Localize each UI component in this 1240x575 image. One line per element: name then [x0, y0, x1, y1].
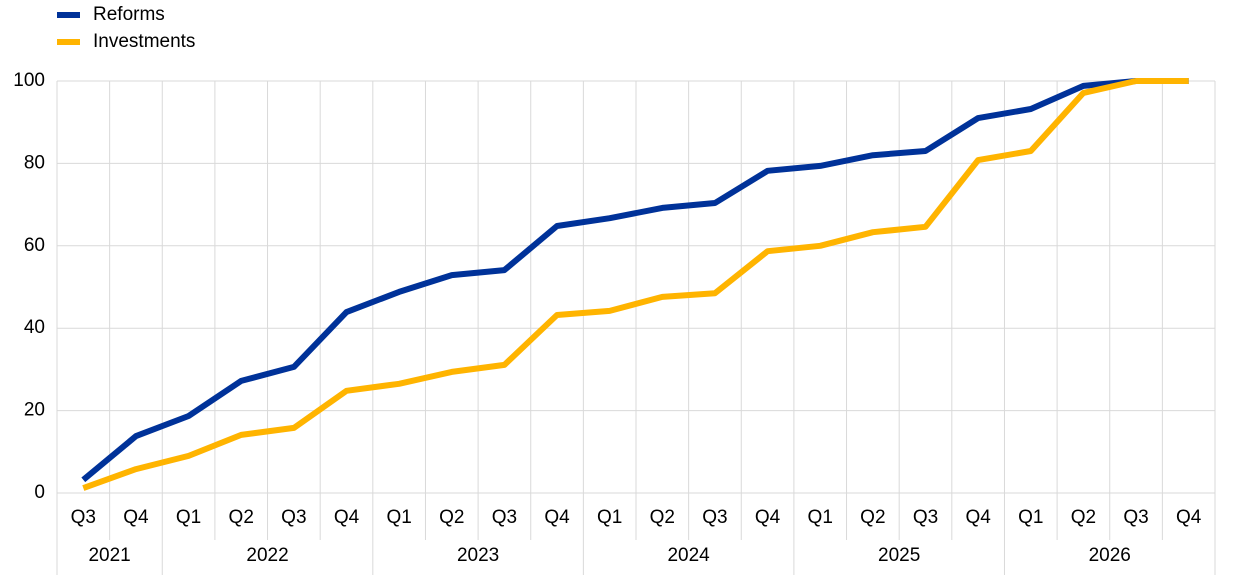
year-label: 2022	[246, 545, 288, 566]
year-label: 2023	[457, 545, 499, 566]
y-tick-label: 60	[24, 235, 45, 256]
x-tick-label: Q2	[439, 507, 464, 528]
year-label: 2026	[1089, 545, 1131, 566]
x-tick-label: Q1	[1018, 507, 1043, 528]
x-tick-label: Q4	[123, 507, 149, 528]
x-tick-label: Q3	[1123, 507, 1148, 528]
x-tick-label: Q4	[544, 507, 570, 528]
x-tick-label: Q3	[492, 507, 517, 528]
y-tick-label: 80	[24, 152, 45, 173]
x-tick-label: Q4	[755, 507, 781, 528]
year-label: 2025	[878, 545, 920, 566]
legend-label: Reforms	[93, 4, 165, 25]
x-tick-label: Q4	[334, 507, 360, 528]
x-tick-label: Q4	[1176, 507, 1202, 528]
x-tick-label: Q2	[229, 507, 254, 528]
year-label: 2021	[88, 545, 130, 566]
y-tick-label: 100	[13, 70, 45, 91]
series-line	[81, 78, 1189, 483]
y-tick-label: 20	[24, 400, 45, 421]
x-tick-label: Q1	[808, 507, 833, 528]
y-tick-label: 40	[24, 317, 45, 338]
x-tick-label: Q2	[860, 507, 885, 528]
x-tick-label: Q1	[597, 507, 622, 528]
x-tick-label: Q4	[965, 507, 991, 528]
series-line	[82, 78, 1189, 491]
x-tick-label: Q3	[71, 507, 96, 528]
x-tick-label: Q3	[913, 507, 938, 528]
legend-label: Investments	[93, 31, 195, 52]
x-tick-label: Q1	[386, 507, 411, 528]
x-tick-label: Q3	[281, 507, 306, 528]
x-tick-label: Q2	[1071, 507, 1096, 528]
x-tick-label: Q3	[702, 507, 727, 528]
year-label: 2024	[667, 545, 710, 566]
y-tick-label: 0	[34, 482, 45, 503]
x-tick-label: Q1	[176, 507, 201, 528]
x-tick-label: Q2	[650, 507, 675, 528]
